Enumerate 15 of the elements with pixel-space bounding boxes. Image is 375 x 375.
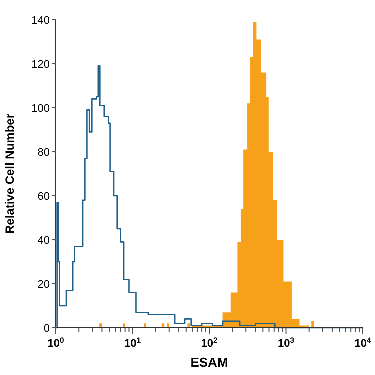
y-tick-label: 120 [32, 58, 50, 71]
y-tick-label: 40 [38, 234, 50, 247]
x-tick-label: 10$^{4}$ [354, 336, 372, 350]
x-tick-label: 10$^{3}$ [278, 336, 295, 350]
y-tick-label: 20 [38, 278, 50, 291]
y-tick-label: 0 [44, 322, 50, 335]
y-tick-label: 140 [32, 14, 50, 27]
y-tick-label: 80 [38, 146, 50, 159]
x-tick-label: 10$^{1}$ [124, 336, 142, 350]
x-tick-label: 10$^{0}$ [48, 336, 64, 350]
x-axis-title: ESAM [190, 355, 228, 370]
y-tick-label: 60 [38, 190, 50, 203]
x-tick-label: 10$^{2}$ [201, 336, 218, 350]
y-axis-title: Relative Cell Number [3, 114, 17, 234]
y-tick-label: 100 [32, 102, 50, 115]
